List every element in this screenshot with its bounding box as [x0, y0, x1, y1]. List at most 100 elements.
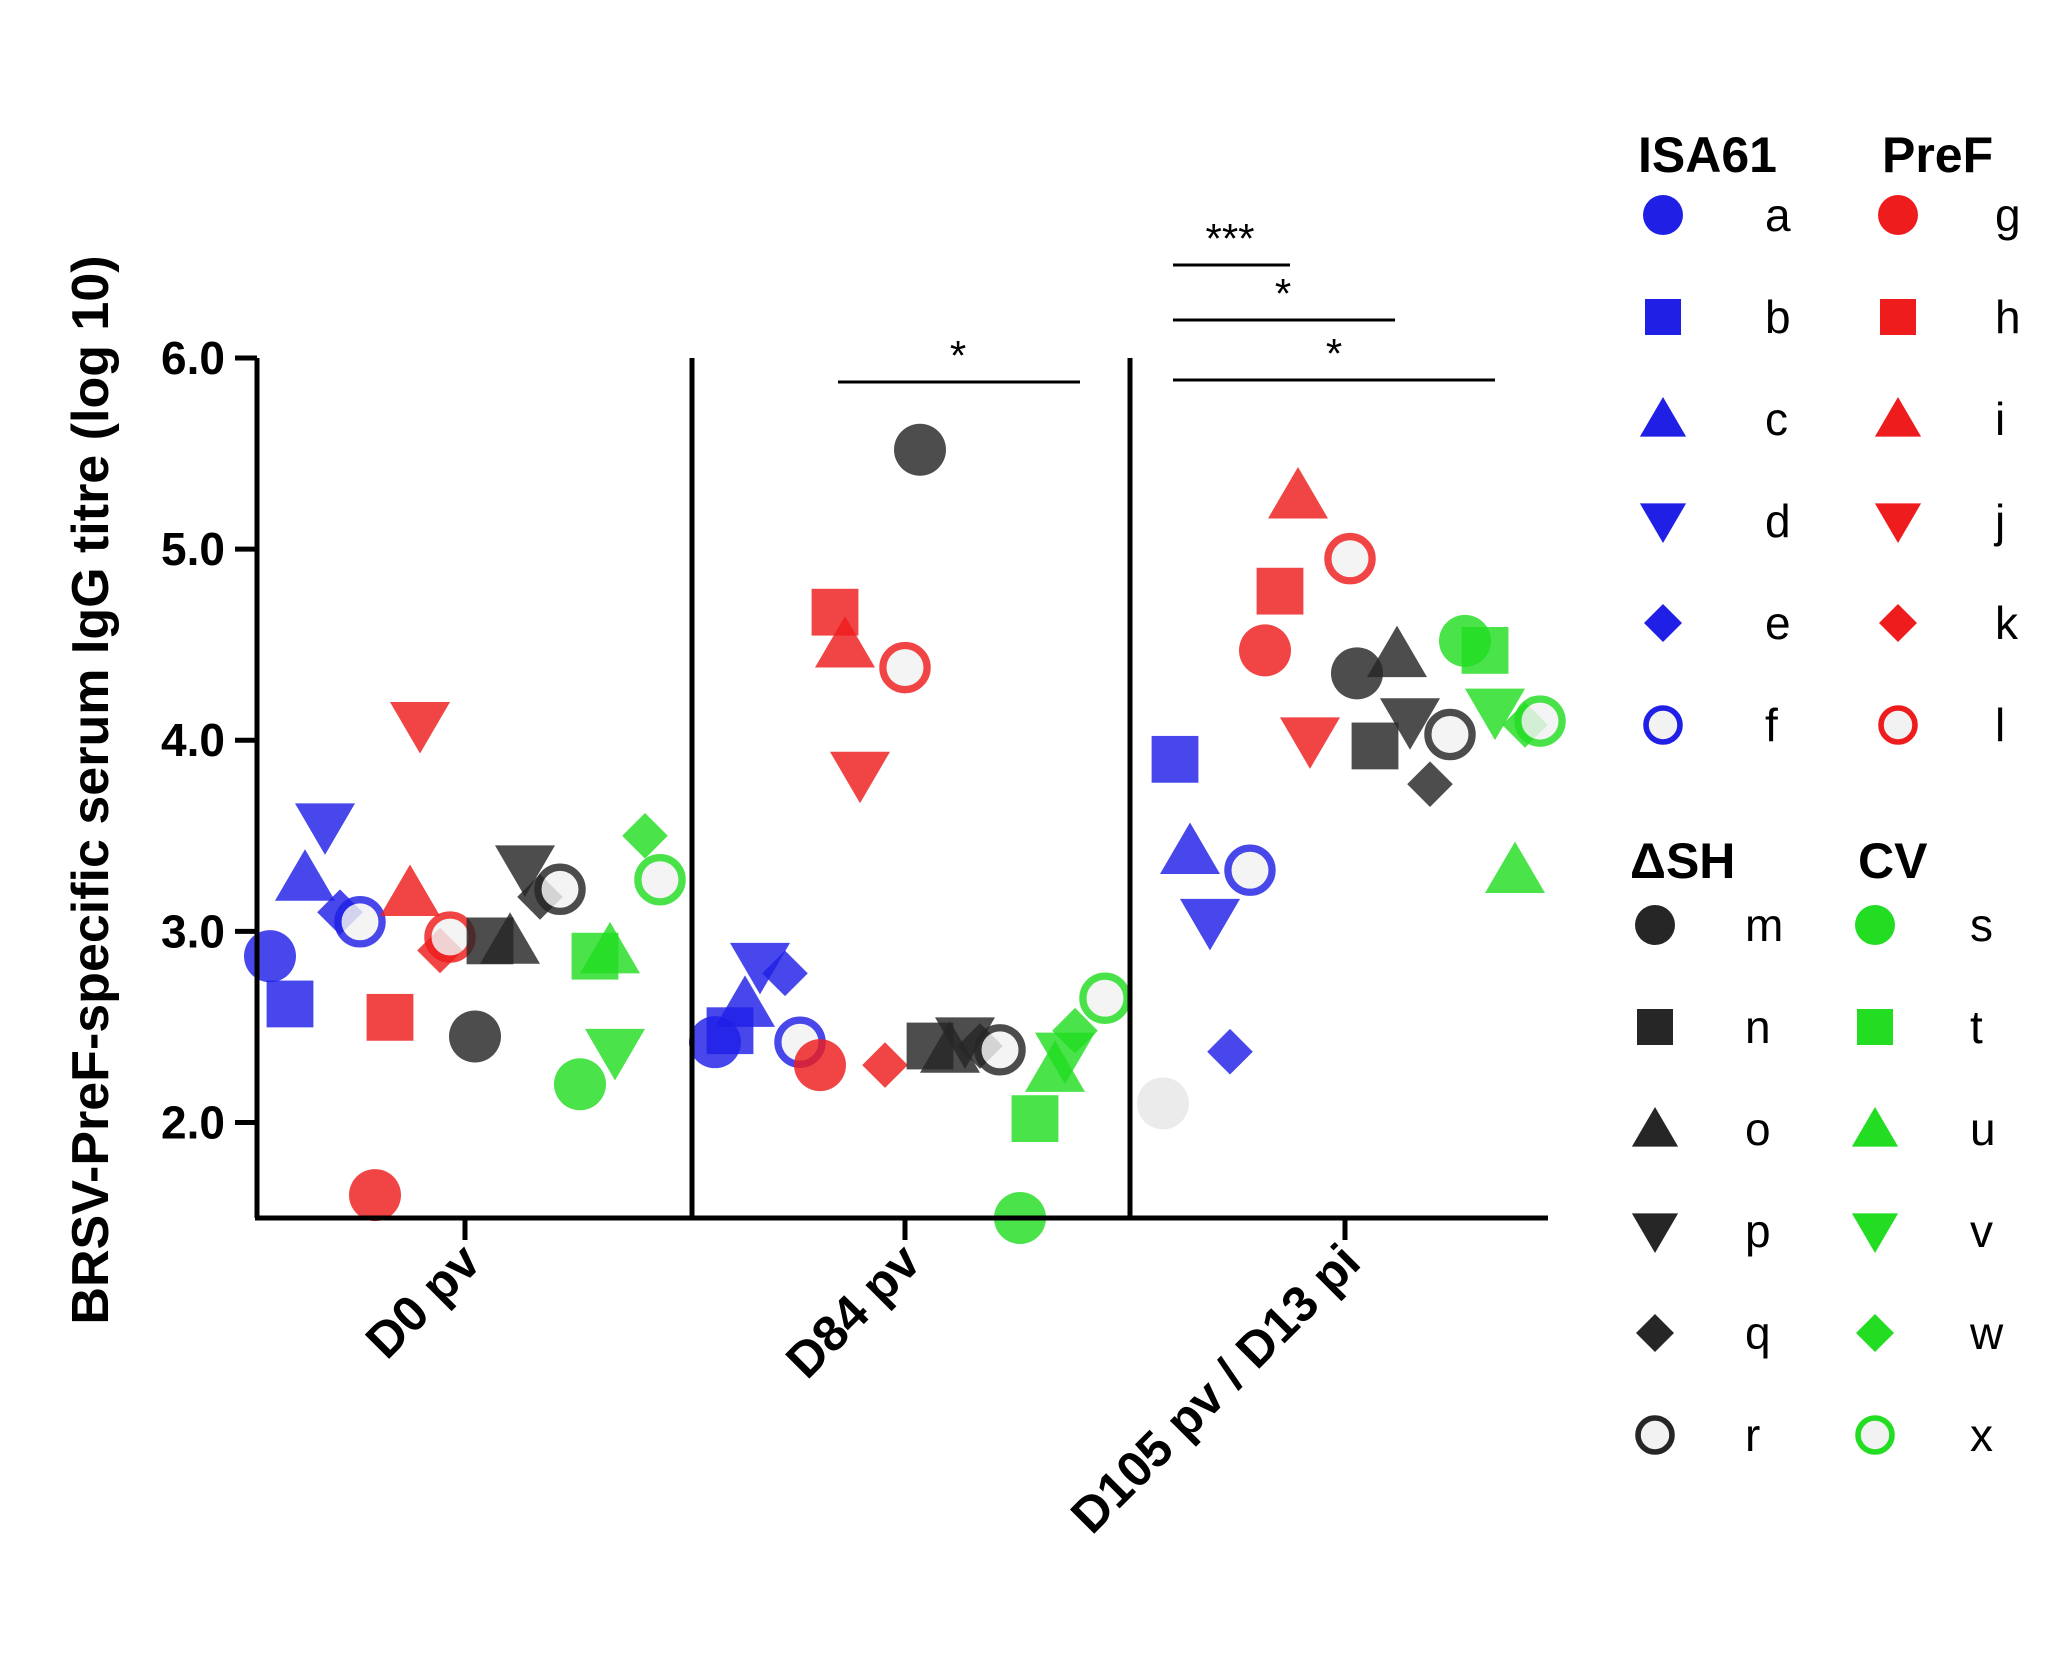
data-point [1464, 688, 1526, 741]
legend-label: p [1745, 1205, 1771, 1257]
y-tick-label: 4.0 [161, 714, 225, 766]
legend-marker [1880, 299, 1916, 335]
legend-marker [1639, 397, 1687, 437]
data-point [579, 921, 641, 974]
legend-marker [1637, 1009, 1673, 1045]
data-point [266, 980, 314, 1028]
legend-label: i [1995, 393, 2005, 445]
legend-label: q [1745, 1307, 1771, 1359]
legend-label: e [1765, 597, 1791, 649]
legend-marker [1643, 705, 1683, 745]
legend-label: o [1745, 1103, 1771, 1155]
data-point [449, 1010, 501, 1063]
data-point [584, 1028, 646, 1081]
data-point [622, 812, 668, 859]
data-point [389, 702, 451, 754]
data-point [1159, 822, 1221, 874]
data-point [1366, 625, 1428, 678]
data-point [879, 641, 931, 694]
data-point [1267, 467, 1329, 519]
data-point [862, 1042, 908, 1088]
legend-label: r [1745, 1409, 1760, 1461]
legend-label: g [1995, 189, 2021, 241]
legend-label: c [1765, 393, 1788, 445]
significance-star: * [950, 332, 966, 379]
legend-marker [1855, 905, 1895, 945]
legend-label: b [1765, 291, 1791, 343]
legend-label: a [1765, 189, 1791, 241]
legend-label: x [1970, 1409, 1993, 1461]
legend-label: n [1745, 1001, 1771, 1053]
legend-marker [1851, 1213, 1899, 1253]
legend-label: d [1765, 495, 1791, 547]
data-point [1331, 647, 1383, 700]
legend-marker [1855, 1415, 1895, 1455]
legend-label: w [1969, 1307, 2004, 1359]
data-point [1461, 627, 1509, 674]
data-point [424, 911, 476, 963]
significance-star: * [1326, 330, 1342, 377]
legend-group-heading: PreF [1882, 127, 1993, 183]
significance-annotations: * *** * * [838, 215, 1495, 384]
data-point [1324, 532, 1376, 585]
data-point [1151, 735, 1199, 783]
legend-label: t [1970, 1001, 1983, 1053]
data-point [366, 993, 414, 1041]
data-point [379, 864, 441, 916]
data-point [974, 1024, 1026, 1076]
axes [254, 358, 1548, 1221]
legend-marker [1857, 1009, 1893, 1045]
legend-label: m [1745, 899, 1783, 951]
legend-label: s [1970, 899, 1993, 951]
data-point [1351, 722, 1399, 770]
data-point [334, 896, 386, 948]
data-point [1407, 761, 1453, 807]
legend-marker [1631, 1107, 1679, 1147]
legend-marker [1879, 604, 1917, 642]
legend-label: f [1765, 699, 1778, 751]
data-point [1137, 1077, 1189, 1130]
data-point [1011, 1095, 1059, 1143]
legend-group-heading: ISA61 [1638, 127, 1777, 183]
data-point [729, 942, 791, 995]
legend-marker [1874, 397, 1922, 437]
legend-marker [1878, 705, 1918, 745]
y-tick-label: 2.0 [161, 1096, 225, 1148]
legend-marker [1874, 503, 1922, 543]
legend-label: h [1995, 291, 2021, 343]
y-tick-label: 3.0 [161, 905, 225, 957]
legend-group-heading: CV [1858, 833, 1928, 889]
data-point [814, 616, 876, 668]
legend-marker [1631, 1213, 1679, 1253]
legend-label: v [1970, 1205, 1993, 1257]
data-point [479, 912, 541, 964]
legend-marker [1851, 1107, 1899, 1147]
significance-star: *** [1205, 215, 1254, 262]
data-point [1379, 698, 1441, 750]
legend-marker [1856, 1314, 1894, 1352]
data-point [274, 849, 336, 901]
data-point [534, 863, 586, 916]
legend-label: u [1970, 1103, 1996, 1155]
legend-group-heading: ΔSH [1630, 833, 1735, 889]
legend-label: j [1993, 495, 2005, 547]
legend-marker [1635, 1415, 1675, 1455]
data-point [1224, 844, 1276, 896]
y-axis-label: BRSV-PreF-specific serum IgG titre (log … [62, 255, 120, 1324]
data-point [1484, 841, 1546, 894]
data-point [1207, 1028, 1253, 1075]
x-category-label: D105 pv / D13 pi [1060, 1233, 1371, 1544]
data-point [829, 751, 891, 804]
legend-marker [1636, 1314, 1674, 1352]
data-point [1514, 695, 1566, 747]
plot-area [244, 423, 1566, 1244]
data-point [554, 1058, 606, 1111]
data-point [1424, 708, 1476, 761]
x-category-label: D84 pv [775, 1233, 931, 1389]
y-tick-label: 6.0 [161, 332, 225, 384]
significance-star: * [1275, 270, 1291, 317]
legend-marker [1635, 905, 1675, 945]
data-point [634, 853, 686, 906]
